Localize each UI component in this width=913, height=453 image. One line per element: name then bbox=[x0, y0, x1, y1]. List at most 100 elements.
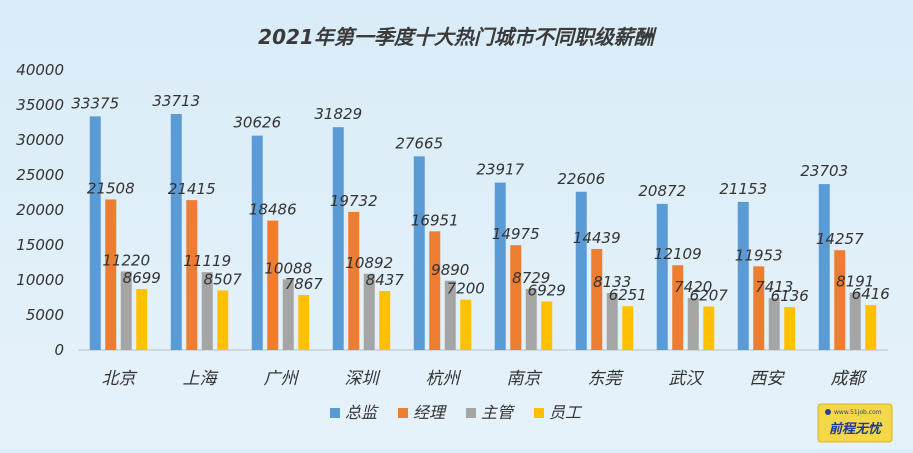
data-label: 20872 bbox=[638, 182, 686, 200]
data-label: 11953 bbox=[735, 246, 783, 264]
data-label: 22606 bbox=[557, 170, 605, 188]
data-label: 14975 bbox=[492, 225, 540, 243]
bar-主管-北京 bbox=[120, 271, 132, 350]
data-label: 30626 bbox=[233, 114, 281, 132]
y-tick-label: 5000 bbox=[26, 306, 64, 324]
bar-主管-东莞 bbox=[606, 293, 618, 350]
data-label: 6251 bbox=[609, 286, 647, 304]
legend-swatch bbox=[534, 408, 544, 418]
bar-主管-武汉 bbox=[687, 298, 699, 350]
data-label: 31829 bbox=[314, 105, 362, 123]
bar-总监-南京 bbox=[494, 182, 506, 350]
legend-swatch bbox=[466, 408, 476, 418]
x-tick-label: 杭州 bbox=[426, 369, 462, 389]
logo-url: www.51job.com bbox=[834, 409, 882, 416]
data-label: 7420 bbox=[674, 278, 712, 296]
legend: 总监 经理 主管 员工 bbox=[330, 403, 583, 422]
bar-员工-广州 bbox=[298, 294, 310, 350]
data-label: 11220 bbox=[102, 251, 150, 269]
bar-主管-广州 bbox=[282, 279, 294, 350]
x-tick-label: 北京 bbox=[102, 369, 138, 389]
data-label: 8437 bbox=[366, 271, 405, 289]
bar-总监-北京 bbox=[89, 116, 101, 350]
bar-主管-上海 bbox=[201, 272, 213, 350]
legend-label: 员工 bbox=[549, 403, 583, 422]
data-label: 6136 bbox=[771, 287, 809, 305]
bar-经理-上海 bbox=[186, 200, 198, 350]
y-tick-label: 0 bbox=[54, 341, 64, 359]
bar-经理-西安 bbox=[753, 266, 765, 350]
y-tick-label: 20000 bbox=[16, 201, 64, 219]
data-label: 7200 bbox=[447, 280, 485, 298]
bar-员工-南京 bbox=[541, 301, 553, 350]
y-tick-label: 25000 bbox=[16, 166, 64, 184]
bars bbox=[89, 114, 877, 351]
x-tick-label: 武汉 bbox=[669, 369, 705, 389]
legend-swatch bbox=[398, 408, 408, 418]
bar-主管-西安 bbox=[768, 298, 780, 350]
x-tick-label: 东莞 bbox=[588, 369, 625, 389]
bar-主管-深圳 bbox=[363, 273, 375, 350]
bar-员工-西安 bbox=[784, 307, 796, 350]
bar-员工-成都 bbox=[865, 305, 877, 350]
legend-label: 经理 bbox=[413, 403, 447, 422]
legend-swatch bbox=[330, 408, 340, 418]
data-label: 12109 bbox=[654, 245, 702, 263]
bar-员工-北京 bbox=[136, 289, 148, 350]
data-label: 8133 bbox=[593, 273, 631, 291]
bar-经理-东莞 bbox=[591, 248, 603, 350]
data-label: 33713 bbox=[152, 92, 200, 110]
data-label: 19732 bbox=[330, 192, 378, 210]
x-tick-label: 深圳 bbox=[345, 369, 382, 389]
data-label: 23703 bbox=[800, 162, 848, 180]
bar-总监-广州 bbox=[251, 135, 263, 350]
logo: www.51job.com 前程无忧 bbox=[817, 403, 893, 443]
data-label: 21415 bbox=[168, 180, 216, 198]
bar-总监-东莞 bbox=[575, 191, 587, 350]
legend-label: 总监 bbox=[345, 403, 379, 422]
x-tick-label: 南京 bbox=[507, 369, 543, 389]
data-label: 8191 bbox=[836, 273, 874, 291]
bar-总监-杭州 bbox=[413, 156, 425, 350]
bar-员工-东莞 bbox=[622, 306, 634, 350]
x-tick-label: 上海 bbox=[183, 369, 220, 389]
bar-经理-成都 bbox=[834, 250, 846, 350]
data-label: 10892 bbox=[345, 254, 393, 272]
data-label: 23917 bbox=[476, 161, 524, 179]
logo-mark-icon bbox=[825, 409, 831, 415]
data-label: 8507 bbox=[204, 270, 243, 288]
bar-主管-南京 bbox=[525, 288, 537, 350]
data-label: 9890 bbox=[431, 261, 469, 279]
data-label: 14257 bbox=[816, 230, 864, 248]
y-tick-label: 30000 bbox=[16, 131, 64, 149]
logo-text: 前程无忧 bbox=[829, 421, 883, 437]
bar-总监-成都 bbox=[818, 184, 830, 350]
data-label: 8729 bbox=[512, 269, 550, 287]
x-tick-label: 广州 bbox=[264, 369, 300, 389]
data-label: 6929 bbox=[528, 281, 566, 299]
data-label: 6416 bbox=[852, 285, 890, 303]
y-tick-label: 10000 bbox=[16, 271, 64, 289]
bar-员工-上海 bbox=[217, 290, 229, 350]
data-label: 7867 bbox=[285, 275, 324, 293]
data-label: 6207 bbox=[690, 287, 729, 305]
data-label: 18486 bbox=[249, 201, 297, 219]
bar-主管-成都 bbox=[849, 292, 861, 350]
bar-经理-杭州 bbox=[429, 231, 441, 350]
y-tick-label: 15000 bbox=[16, 236, 64, 254]
data-label: 16951 bbox=[411, 211, 459, 229]
data-label: 21508 bbox=[87, 179, 135, 197]
legend-label: 主管 bbox=[481, 403, 516, 422]
bar-员工-武汉 bbox=[703, 306, 715, 350]
y-tick-label: 35000 bbox=[16, 96, 64, 114]
logo-badge bbox=[817, 403, 893, 443]
bar-经理-广州 bbox=[267, 220, 279, 350]
data-label: 11119 bbox=[183, 252, 231, 270]
bar-经理-南京 bbox=[510, 245, 522, 350]
bar-员工-深圳 bbox=[379, 290, 391, 350]
bar-经理-北京 bbox=[105, 199, 117, 350]
data-label: 21153 bbox=[719, 180, 767, 198]
